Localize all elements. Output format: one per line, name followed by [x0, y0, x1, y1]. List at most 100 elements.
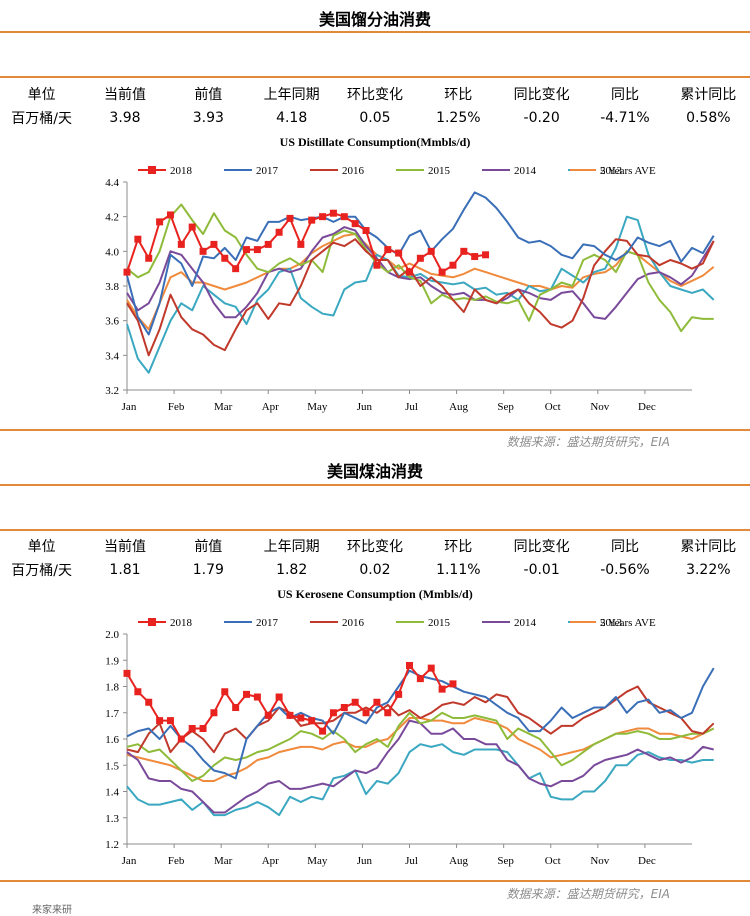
- data-point: [232, 265, 240, 273]
- kpi-value-cell: 1.11%: [436, 562, 481, 578]
- kpi-header-row: 单位 当前值 前值 上年同期 环比变化 环比 同比变化 同比 累计同比: [0, 534, 750, 558]
- data-point: [134, 688, 142, 696]
- x-tick-label: Mar: [214, 855, 233, 867]
- y-tick-label: 4.0: [105, 246, 119, 258]
- data-point: [253, 693, 261, 701]
- kpi-value-cell: 3.98: [109, 110, 141, 126]
- data-point: [253, 246, 261, 254]
- data-point: [166, 211, 174, 219]
- series-line-2: [126, 238, 715, 357]
- x-tick-label: Aug: [449, 855, 468, 867]
- data-point: [264, 711, 272, 719]
- data-point: [406, 662, 413, 669]
- data-point: [156, 218, 164, 226]
- data-point: [221, 254, 229, 262]
- data-point: [156, 717, 164, 725]
- legend-label: 2015: [428, 617, 451, 629]
- data-point: [482, 251, 490, 259]
- series-line-4: [126, 226, 715, 320]
- kpi-header-cell: 同比: [610, 87, 639, 103]
- source-note: 数据来源：盛达期货研究，EIA: [506, 435, 670, 449]
- kpi-header-cell: 前值: [194, 87, 223, 103]
- kpi-header-cell: 环比: [444, 539, 473, 555]
- x-tick-label: Dec: [638, 401, 656, 413]
- data-point: [395, 249, 403, 257]
- y-tick-label: 3.4: [105, 350, 119, 362]
- series-line-0: [126, 212, 486, 274]
- kpi-value-cell: -0.56%: [600, 562, 650, 578]
- kpi-value-row: 百万桶/天 1.81 1.79 1.82 0.02 1.11% -0.01 -0…: [0, 558, 750, 582]
- kpi-header-cell: 前值: [194, 539, 223, 555]
- section-divider: [0, 484, 750, 486]
- data-point: [449, 261, 457, 269]
- legend-label: 2015: [428, 165, 451, 177]
- series-line-3: [126, 203, 714, 333]
- x-tick-label: Mar: [214, 401, 233, 413]
- x-tick-label: Aug: [449, 401, 468, 413]
- data-point: [373, 261, 381, 269]
- kpi-header-cell: 同比: [610, 539, 639, 555]
- section-divider: [0, 76, 750, 78]
- data-point: [427, 247, 435, 255]
- kpi-value-cell: 1.25%: [436, 110, 481, 126]
- data-point: [319, 213, 327, 221]
- y-tick-label: 1.2: [105, 839, 119, 851]
- series-line-3: [126, 711, 715, 782]
- data-point: [210, 709, 218, 717]
- data-point: [416, 254, 424, 262]
- data-point: [275, 228, 283, 236]
- data-point: [438, 268, 446, 276]
- y-tick-label: 2.0: [105, 629, 119, 641]
- data-point: [243, 246, 251, 254]
- x-tick-label: May: [307, 855, 328, 867]
- kpi-value-cell: 3.93: [192, 110, 224, 126]
- data-point: [275, 693, 283, 701]
- kpi-value-cell: 0.58%: [686, 110, 731, 126]
- data-point: [177, 735, 185, 743]
- y-tick-label: 1.3: [105, 813, 119, 825]
- series-line-6: [126, 233, 715, 331]
- kpi-value-cell: 0.02: [359, 562, 391, 578]
- kpi-header-cell: 上年同期: [263, 87, 320, 103]
- kpi-header-cell: 单位: [27, 87, 56, 103]
- legend-label: 2018: [170, 617, 193, 629]
- data-point: [351, 698, 359, 706]
- y-tick-label: 1.7: [105, 708, 119, 720]
- legend-label: 5 Years AVE: [600, 165, 656, 177]
- data-point: [460, 247, 468, 255]
- kpi-value-cell: 3.22%: [686, 562, 731, 578]
- kpi-table-kerosene: 单位 当前值 前值 上年同期 环比变化 环比 同比变化 同比 累计同比 百万桶/…: [0, 534, 750, 582]
- x-tick-label: Jun: [357, 855, 373, 867]
- x-tick-label: Sep: [497, 855, 514, 867]
- data-point: [232, 704, 240, 711]
- footer-fragment: 来家来研: [32, 905, 72, 916]
- data-point: [199, 725, 207, 732]
- x-tick-label: Nov: [590, 401, 609, 413]
- kpi-value-cell: 1.79: [192, 562, 224, 578]
- data-point: [123, 669, 131, 677]
- y-tick-label: 3.2: [105, 385, 119, 397]
- y-tick-label: 1.6: [105, 734, 119, 746]
- data-point: [329, 209, 337, 217]
- kpi-header-cell: 环比: [444, 87, 473, 103]
- data-point: [362, 709, 370, 717]
- x-tick-label: Oct: [545, 401, 561, 413]
- kpi-header-cell: 累计同比: [680, 87, 737, 103]
- legend-label: 2013: [600, 617, 623, 629]
- kpi-value-cell: 百万桶/天: [11, 563, 73, 579]
- section-divider: [0, 429, 750, 431]
- data-point: [264, 240, 272, 248]
- x-tick-label: Sep: [497, 401, 514, 413]
- legend-label: 2017: [256, 165, 279, 177]
- legend-label: 2013: [600, 165, 623, 177]
- legend-label: 2016: [342, 617, 365, 629]
- x-tick-label: Jan: [122, 401, 137, 413]
- kerosene-chart: US Kerosene Consumption (Mmbls/d) 2018 201…: [105, 587, 715, 867]
- chart-title: US Kerosene Consumption (Mmbls/d): [277, 587, 472, 601]
- y-tick-label: 4.4: [105, 177, 119, 189]
- data-point: [188, 725, 196, 732]
- kpi-value-cell: 0.05: [359, 110, 391, 126]
- data-point: [319, 727, 327, 735]
- section-title-kerosene: 美国煤油消费: [326, 462, 423, 481]
- x-tick-label: Nov: [590, 855, 609, 867]
